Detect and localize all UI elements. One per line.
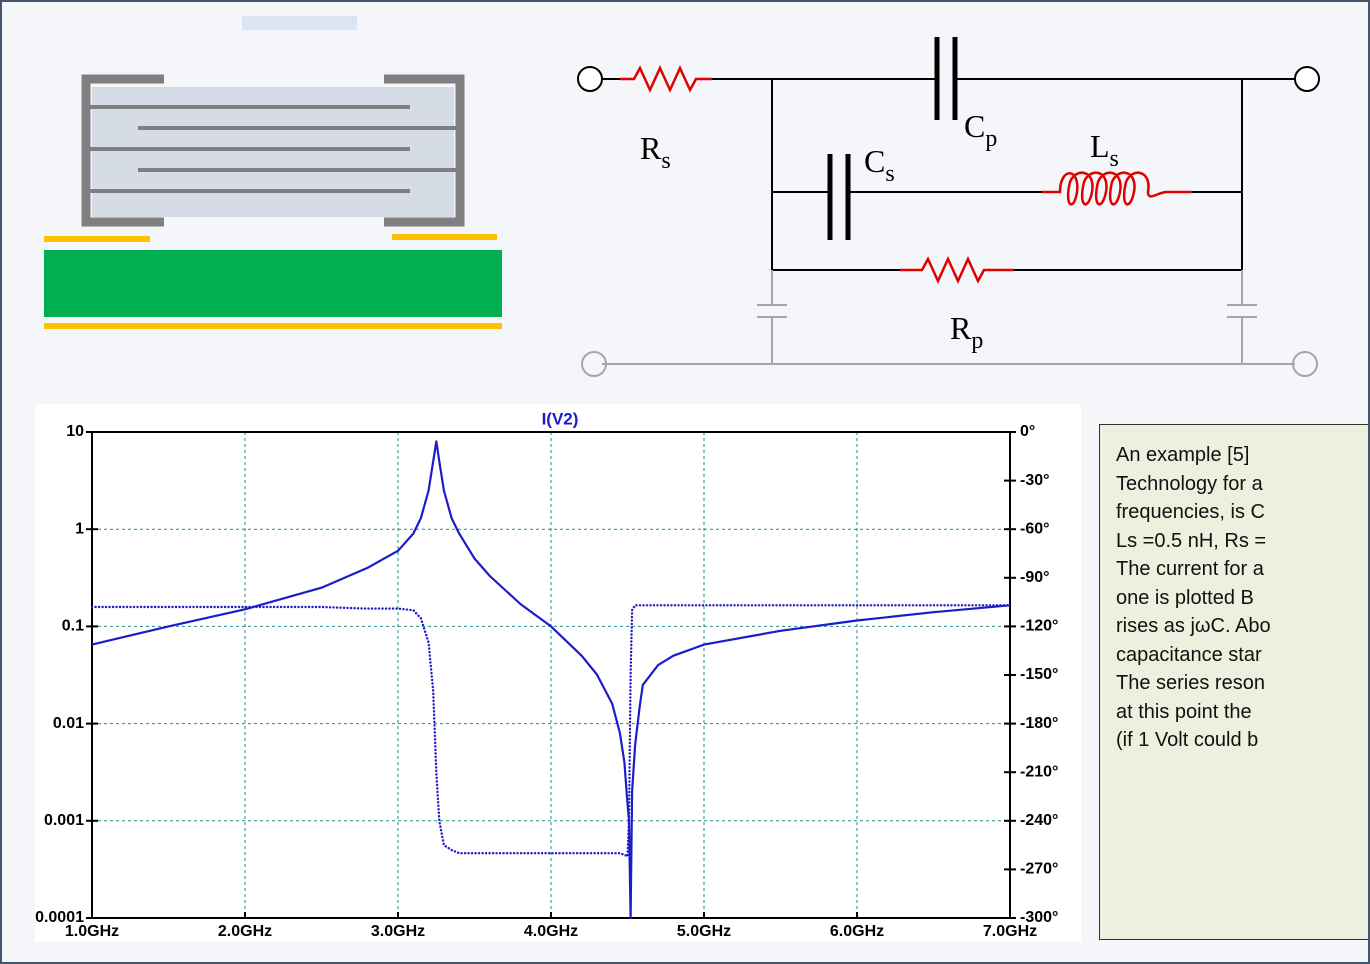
label-symbol: R bbox=[640, 130, 662, 166]
parasitic-network bbox=[581, 270, 1318, 377]
y-tick-label: 0.1 bbox=[62, 618, 84, 635]
y2-tick-label: -300° bbox=[1020, 909, 1058, 926]
label-subscript: p bbox=[971, 328, 983, 354]
plot-frame bbox=[91, 431, 1011, 919]
component-label: Cs bbox=[864, 143, 895, 186]
y2-tick-label: -270° bbox=[1020, 861, 1058, 878]
chart-title: I(V2) bbox=[542, 409, 579, 428]
note-line: The series reson bbox=[1116, 672, 1265, 694]
x-tick-label: 5.0GHz bbox=[677, 923, 731, 940]
y2-tick-label: -180° bbox=[1020, 715, 1058, 732]
note-line: (if 1 Volt could b bbox=[1116, 729, 1259, 751]
label-subscript: p bbox=[985, 126, 997, 152]
pad bbox=[392, 234, 497, 240]
note-line: at this point the bbox=[1116, 700, 1252, 723]
y2-tick-label: -30° bbox=[1020, 472, 1050, 489]
label-symbol: R bbox=[950, 310, 972, 346]
electrodes bbox=[90, 105, 458, 193]
component-label: Rp bbox=[950, 310, 983, 353]
x-tick-label: 2.0GHz bbox=[218, 923, 272, 940]
x-tick-label: 1.0GHz bbox=[65, 923, 119, 940]
highlight bbox=[242, 16, 357, 30]
circuit-wires bbox=[602, 78, 1295, 271]
component-label: Rs bbox=[640, 130, 671, 173]
note-line: Technology for a bbox=[1116, 472, 1263, 495]
y2-tick-label: -120° bbox=[1020, 618, 1058, 635]
y2-tick-label: -90° bbox=[1020, 569, 1050, 586]
terminal bbox=[81, 74, 164, 227]
x-tick-label: 4.0GHz bbox=[524, 923, 578, 940]
label-symbol: C bbox=[864, 143, 885, 179]
label-symbol: C bbox=[964, 108, 985, 144]
label-subscript: s bbox=[885, 161, 894, 187]
y-tick-label: 1 bbox=[75, 520, 84, 537]
note-line: rises as jωC. Abo bbox=[1116, 615, 1271, 637]
board bbox=[44, 250, 502, 317]
component-label: Ls bbox=[1090, 128, 1119, 171]
terminals bbox=[577, 66, 1320, 92]
capacitor-plates bbox=[827, 37, 958, 240]
note-line: one is plotted B bbox=[1116, 586, 1254, 609]
y2-tick-label: -60° bbox=[1020, 520, 1050, 537]
component-label: Cp bbox=[964, 108, 997, 151]
series-line bbox=[90, 604, 1012, 858]
x-tick-label: 6.0GHz bbox=[830, 923, 884, 940]
x-tick-label: 7.0GHz bbox=[983, 923, 1037, 940]
x-tick-label: 3.0GHz bbox=[371, 923, 425, 940]
text-box: An example [5] Technology for a frequencie… bbox=[1099, 424, 1368, 940]
y2-tick-label: -210° bbox=[1020, 763, 1058, 780]
note-line: Ls =0.5 nH, Rs = bbox=[1116, 529, 1267, 552]
note-line: An example [5] bbox=[1116, 444, 1250, 466]
y2-tick-label: 0° bbox=[1020, 423, 1035, 440]
y-tick-label: 0.01 bbox=[53, 715, 84, 732]
label-symbol: L bbox=[1090, 128, 1110, 164]
resistors bbox=[620, 64, 1192, 285]
label-subscript: s bbox=[1110, 146, 1119, 172]
y-tick-label: 0.001 bbox=[44, 812, 84, 829]
series-line bbox=[91, 440, 1011, 920]
pad bbox=[44, 236, 150, 242]
chart: I(V2) 1.0GHz 2.0GHz 3.0GHz 4.0GHz 5.0GHz 6.0G… bbox=[35, 404, 1081, 942]
label-subscript: s bbox=[661, 148, 670, 174]
note-line: The current for a bbox=[1116, 558, 1264, 580]
terminal bbox=[384, 74, 465, 227]
note-line: frequencies, is C bbox=[1116, 501, 1265, 523]
y-tick-label: 0.0001 bbox=[35, 909, 84, 926]
y2-tick-label: -150° bbox=[1020, 666, 1058, 683]
note-line: capacitance star bbox=[1116, 643, 1262, 666]
ground-plane bbox=[44, 323, 502, 329]
y-tick-label: 10 bbox=[66, 423, 84, 440]
y2-tick-label: -240° bbox=[1020, 812, 1058, 829]
